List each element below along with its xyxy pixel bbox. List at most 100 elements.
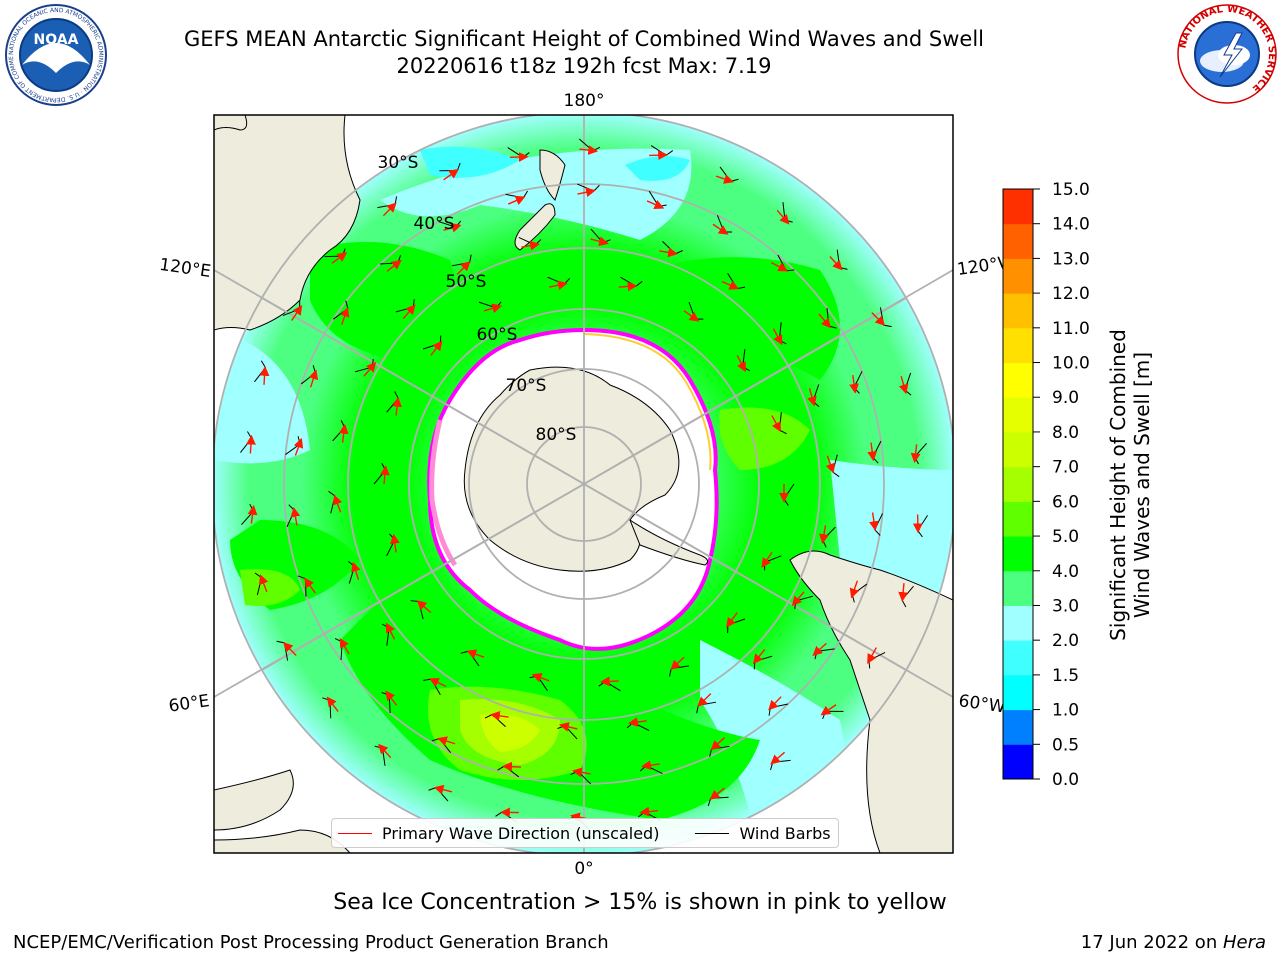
wave-direction-arrow bbox=[443, 223, 462, 233]
graticule bbox=[214, 115, 953, 853]
wave-direction-arrow bbox=[577, 187, 596, 198]
wave-direction-arrow bbox=[768, 696, 782, 711]
lon-label-60e: 60°E bbox=[167, 691, 210, 716]
colorbar bbox=[1003, 189, 1033, 780]
wave-direction-arrow bbox=[351, 561, 361, 580]
legend-item-wind-barbs: Wind Barbs bbox=[689, 824, 831, 843]
wave-direction-arrow bbox=[752, 648, 766, 665]
colorbar-segment bbox=[1003, 501, 1033, 537]
colorbar-tick-label: 1.5 bbox=[1052, 666, 1079, 686]
colorbar-tick-label: 5.0 bbox=[1052, 527, 1079, 547]
footer-date: 17 Jun 2022 on Hera bbox=[1081, 932, 1266, 953]
footer-branch: NCEP/EMC/Verification Post Processing Pr… bbox=[13, 932, 609, 953]
colorbar-tick-label: 4.0 bbox=[1052, 562, 1079, 582]
wave-direction-arrow bbox=[898, 375, 909, 395]
wave-direction-arrow bbox=[521, 240, 540, 251]
lat-label-70s: 70°S bbox=[506, 376, 547, 396]
wave-direction-arrow bbox=[867, 647, 877, 664]
wave-direction-arrow bbox=[869, 512, 879, 532]
wave-direction-arrow bbox=[618, 281, 638, 292]
map-legend: Primary Wave Direction (unscaled) Wind B… bbox=[331, 818, 839, 848]
wave-direction-arrow bbox=[772, 328, 783, 346]
wave-direction-arrow bbox=[812, 642, 827, 657]
lat-label-80s: 80°S bbox=[536, 425, 577, 445]
wave-direction-arrow bbox=[340, 306, 350, 325]
wave-direction-arrow bbox=[659, 247, 678, 258]
colorbar-tick-label: 12.0 bbox=[1052, 284, 1090, 304]
wave-direction-arrow bbox=[339, 637, 350, 655]
wave-direction-arrow bbox=[304, 577, 316, 594]
wave-direction-arrow bbox=[819, 525, 829, 544]
wave-direction-arrow bbox=[818, 313, 832, 329]
wave-direction-arrow bbox=[829, 256, 843, 271]
wave-direction-arrow bbox=[247, 504, 258, 524]
wave-direction-arrow bbox=[246, 434, 256, 454]
lon-label-120e: 120°E bbox=[158, 255, 212, 282]
colorbar-tick-label: 9.0 bbox=[1052, 388, 1079, 408]
wave-height-field bbox=[214, 115, 953, 853]
wave-direction-arrow bbox=[579, 145, 599, 155]
madagascar-landmass bbox=[214, 769, 294, 831]
wave-direction-arrow bbox=[709, 787, 725, 800]
noaa-logo-text: NOAA bbox=[34, 32, 79, 48]
wave-direction-arrow bbox=[291, 304, 303, 321]
wave-direction-arrow bbox=[849, 374, 859, 394]
wave-direction-arrow bbox=[443, 169, 459, 181]
wave-direction-arrow bbox=[807, 388, 817, 407]
wave-direction-arrow bbox=[390, 533, 400, 553]
legend-swatch-wave-direction bbox=[338, 832, 372, 834]
wave-direction-arrow bbox=[380, 465, 390, 485]
wave-direction-arrow bbox=[326, 696, 339, 712]
colorbar-segment bbox=[1003, 258, 1033, 294]
new-zealand-south bbox=[514, 203, 556, 251]
wave-direction-arrow bbox=[670, 656, 685, 671]
lat-label-50s: 50°S bbox=[446, 272, 487, 292]
colorbar-segment bbox=[1003, 674, 1033, 711]
forecast-subtitle: 20220616 t18z 192h fcst Max: 7.19 bbox=[396, 54, 772, 78]
wave-direction-arrow bbox=[590, 236, 609, 247]
wave-direction-arrow bbox=[489, 711, 509, 721]
wave-direction-arrow bbox=[599, 676, 619, 687]
wave-direction-arrow bbox=[726, 612, 738, 628]
wave-direction-arrow bbox=[549, 280, 568, 291]
wave-direction-arrow bbox=[649, 150, 668, 161]
colorbar-tick-label: 6.0 bbox=[1052, 492, 1079, 512]
wave-direction-arrow bbox=[416, 600, 432, 614]
map-title: GEFS MEAN Antarctic Significant Height o… bbox=[183, 27, 985, 51]
wave-direction-arrow bbox=[770, 751, 786, 765]
colorbar-tick-label: 1.0 bbox=[1052, 701, 1079, 721]
wave-direction-arrow bbox=[508, 195, 526, 205]
svg-text:Wind Waves and Swell [m]: Wind Waves and Swell [m] bbox=[1130, 352, 1153, 618]
wave-direction-arrow bbox=[483, 303, 503, 314]
lat-label-30s: 30°S bbox=[378, 153, 419, 173]
wave-direction-arrow bbox=[871, 312, 886, 326]
wave-direction-arrow bbox=[683, 310, 700, 322]
wave-direction-arrow bbox=[332, 494, 343, 513]
colorbar-segment bbox=[1003, 189, 1033, 225]
lon-label-0: 0° bbox=[574, 859, 593, 879]
colorbar-segment bbox=[1003, 362, 1033, 398]
map-frame bbox=[213, 114, 954, 854]
wave-direction-arrow bbox=[259, 574, 269, 593]
wave-direction-arrow bbox=[712, 223, 729, 235]
colorbar-tick-label: 7.0 bbox=[1052, 458, 1079, 478]
new-zealand-north bbox=[539, 149, 566, 201]
wave-direction-arrow bbox=[898, 583, 909, 602]
wave-direction-arrow bbox=[736, 355, 746, 373]
wave-direction-arrow bbox=[392, 396, 402, 416]
colorbar-tick-label: 0.0 bbox=[1052, 770, 1079, 790]
colorbar-segment bbox=[1003, 397, 1033, 433]
legend-swatch-wind-barbs bbox=[695, 832, 730, 834]
wave-direction-arrow bbox=[385, 622, 396, 640]
colorbar-tick-label: 11.0 bbox=[1052, 319, 1090, 339]
wave-direction-arrow bbox=[293, 437, 304, 456]
colorbar-tick-label: 2.0 bbox=[1052, 631, 1079, 651]
noaa-logo: NATIONAL OCEANIC AND ATMOSPHERIC ADMINIS… bbox=[4, 3, 107, 106]
colorbar-tick-label: 13.0 bbox=[1052, 249, 1090, 269]
colorbar-segment bbox=[1003, 223, 1033, 259]
colorbar-segment bbox=[1003, 536, 1033, 572]
wave-direction-arrow bbox=[466, 649, 485, 659]
antarctica-landmass bbox=[463, 366, 680, 572]
wave-direction-arrow bbox=[385, 690, 398, 706]
